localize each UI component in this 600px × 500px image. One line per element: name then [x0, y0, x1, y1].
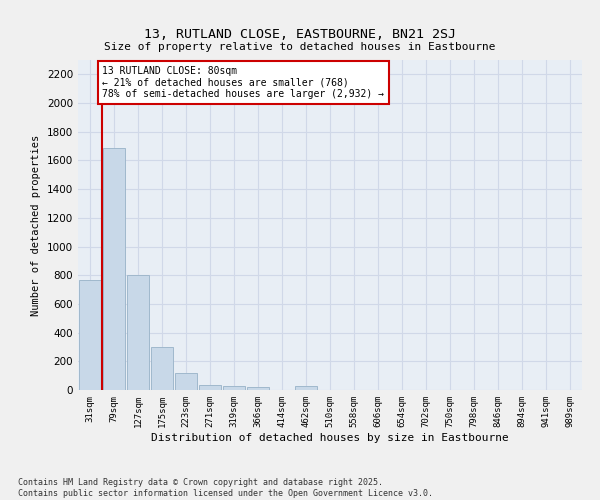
Bar [79, 280, 101, 390]
X-axis label: Distribution of detached houses by size in Eastbourne: Distribution of detached houses by size … [151, 432, 509, 442]
Bar [151, 347, 173, 390]
Bar [127, 275, 149, 390]
Y-axis label: Number of detached properties: Number of detached properties [31, 134, 41, 316]
Bar [103, 148, 125, 390]
Text: 13 RUTLAND CLOSE: 80sqm
← 21% of detached houses are smaller (768)
78% of semi-d: 13 RUTLAND CLOSE: 80sqm ← 21% of detache… [103, 66, 385, 99]
Bar [295, 386, 317, 390]
Text: Contains HM Land Registry data © Crown copyright and database right 2025.
Contai: Contains HM Land Registry data © Crown c… [18, 478, 433, 498]
Bar [223, 386, 245, 390]
Bar [199, 384, 221, 390]
Bar [175, 373, 197, 390]
Bar [247, 387, 269, 390]
Text: 13, RUTLAND CLOSE, EASTBOURNE, BN21 2SJ: 13, RUTLAND CLOSE, EASTBOURNE, BN21 2SJ [144, 28, 456, 40]
Text: Size of property relative to detached houses in Eastbourne: Size of property relative to detached ho… [104, 42, 496, 52]
